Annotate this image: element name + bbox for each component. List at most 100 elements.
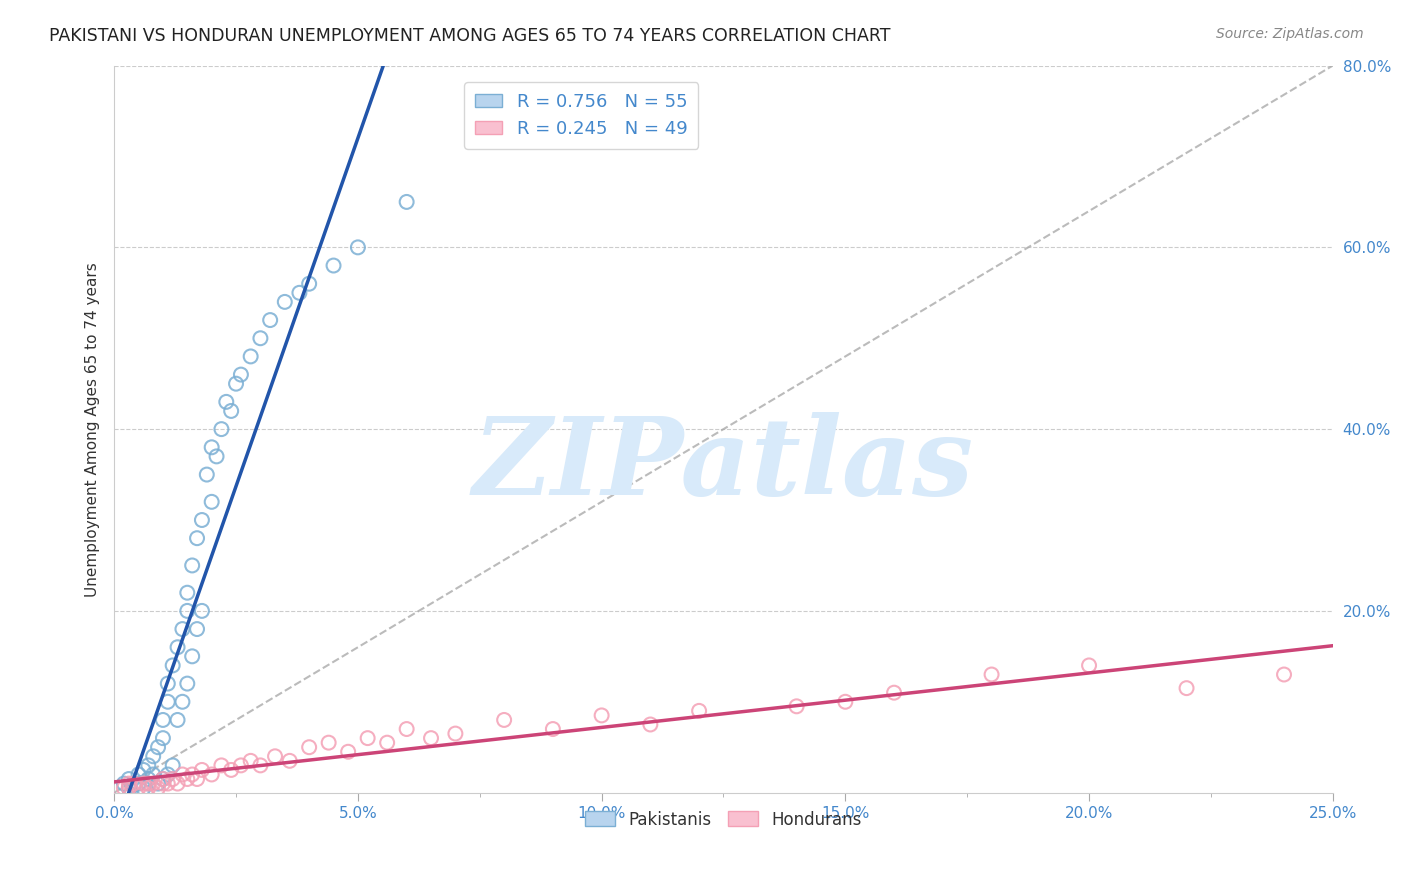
Point <box>132 763 155 777</box>
Point <box>1175 681 1198 695</box>
Point <box>395 194 418 209</box>
Point <box>195 467 218 482</box>
Point <box>156 776 179 790</box>
Point <box>112 781 135 796</box>
Point <box>288 285 311 300</box>
Point <box>541 722 564 736</box>
Point <box>146 740 169 755</box>
Point <box>108 781 131 796</box>
Point <box>591 708 613 723</box>
Point <box>274 294 297 309</box>
Point <box>166 713 188 727</box>
Point <box>132 776 155 790</box>
Point <box>215 395 238 409</box>
Point <box>152 713 174 727</box>
Point <box>191 763 214 777</box>
Point <box>249 758 271 772</box>
Y-axis label: Unemployment Among Ages 65 to 74 years: Unemployment Among Ages 65 to 74 years <box>86 261 100 597</box>
Point <box>786 699 808 714</box>
Point <box>1272 667 1295 681</box>
Point <box>219 404 242 418</box>
Point <box>132 781 155 796</box>
Point <box>162 758 184 772</box>
Point <box>1078 658 1101 673</box>
Point <box>444 726 467 740</box>
Point <box>172 767 194 781</box>
Point <box>395 722 418 736</box>
Point <box>136 758 159 772</box>
Point <box>118 781 141 796</box>
Point <box>128 767 150 781</box>
Point <box>136 776 159 790</box>
Point <box>318 736 340 750</box>
Text: ZIPatlas: ZIPatlas <box>472 412 974 518</box>
Point <box>225 376 247 391</box>
Point <box>209 758 232 772</box>
Point <box>205 450 228 464</box>
Point <box>122 778 145 792</box>
Point <box>298 740 321 755</box>
Point <box>239 754 262 768</box>
Point <box>640 717 662 731</box>
Point <box>136 781 159 796</box>
Point <box>172 695 194 709</box>
Point <box>239 350 262 364</box>
Point <box>156 695 179 709</box>
Point <box>128 781 150 796</box>
Point <box>152 731 174 745</box>
Point <box>162 658 184 673</box>
Point <box>142 749 165 764</box>
Point <box>259 313 281 327</box>
Point <box>152 772 174 786</box>
Point <box>118 772 141 786</box>
Point <box>375 736 398 750</box>
Point <box>688 704 710 718</box>
Point <box>356 731 378 745</box>
Point <box>166 640 188 655</box>
Point <box>191 513 214 527</box>
Point <box>146 776 169 790</box>
Point <box>108 781 131 796</box>
Point <box>298 277 321 291</box>
Point <box>162 772 184 786</box>
Point <box>264 749 287 764</box>
Point <box>152 772 174 786</box>
Point <box>176 585 198 599</box>
Point <box>156 767 179 781</box>
Point <box>152 776 174 790</box>
Point <box>229 368 252 382</box>
Text: Source: ZipAtlas.com: Source: ZipAtlas.com <box>1216 27 1364 41</box>
Point <box>136 776 159 790</box>
Point <box>229 758 252 772</box>
Point <box>322 259 344 273</box>
Point <box>494 713 516 727</box>
Point <box>201 767 224 781</box>
Text: PAKISTANI VS HONDURAN UNEMPLOYMENT AMONG AGES 65 TO 74 YEARS CORRELATION CHART: PAKISTANI VS HONDURAN UNEMPLOYMENT AMONG… <box>49 27 891 45</box>
Point <box>118 781 141 796</box>
Point <box>181 558 204 573</box>
Point <box>122 776 145 790</box>
Point <box>201 440 224 454</box>
Point <box>201 495 224 509</box>
Point <box>181 649 204 664</box>
Legend: Pakistanis, Hondurans: Pakistanis, Hondurans <box>578 804 869 835</box>
Point <box>142 767 165 781</box>
Point <box>186 772 208 786</box>
Point <box>146 781 169 796</box>
Point <box>128 776 150 790</box>
Point <box>181 767 204 781</box>
Point <box>834 695 856 709</box>
Point <box>278 754 301 768</box>
Point <box>191 604 214 618</box>
Point <box>136 772 159 786</box>
Point <box>112 776 135 790</box>
Point <box>980 667 1002 681</box>
Point <box>209 422 232 436</box>
Point <box>186 531 208 545</box>
Point <box>337 745 360 759</box>
Point <box>347 240 370 254</box>
Point <box>176 604 198 618</box>
Point <box>172 622 194 636</box>
Point <box>249 331 271 345</box>
Point <box>118 776 141 790</box>
